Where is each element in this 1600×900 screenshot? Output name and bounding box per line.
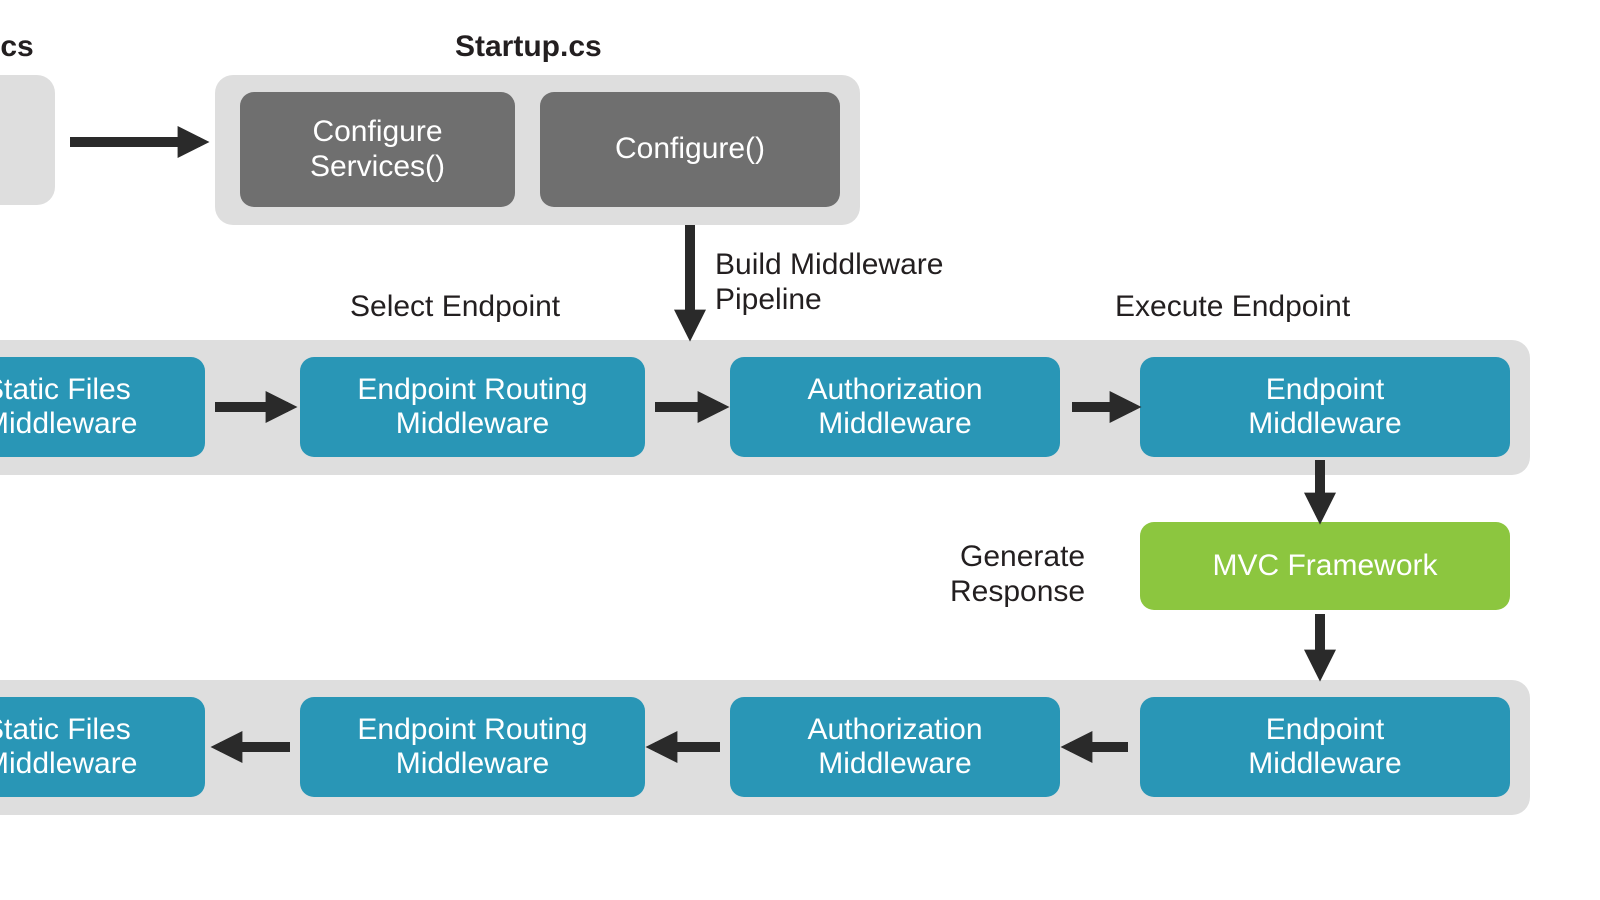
- node-n-mvc: MVC Framework: [1140, 522, 1510, 610]
- node-n-cfg: Configure(): [540, 92, 840, 207]
- label-l-program-cs: .cs: [0, 30, 34, 65]
- node-n-bwd-routing: Endpoint RoutingMiddleware: [300, 697, 645, 797]
- diagram-stage: ConfigureServices()Configure() Static Fil…: [0, 0, 1600, 900]
- label-l-build-mw: Build Middleware Pipeline: [715, 248, 943, 317]
- node-n-bwd-auth: AuthorizationMiddleware: [730, 697, 1060, 797]
- label-l-gen-resp: Generate Response: [950, 540, 1085, 609]
- node-n-bwd-static: Static FilesMiddleware: [0, 697, 205, 797]
- node-n-fwd-auth: AuthorizationMiddleware: [730, 357, 1060, 457]
- node-n-bwd-endpoint: EndpointMiddleware: [1140, 697, 1510, 797]
- container-c-program: [0, 75, 55, 205]
- label-l-execute-ep: Execute Endpoint: [1115, 290, 1350, 325]
- node-n-fwd-routing: Endpoint RoutingMiddleware: [300, 357, 645, 457]
- label-l-select-ep: Select Endpoint: [350, 290, 560, 325]
- node-n-cfg-services: ConfigureServices(): [240, 92, 515, 207]
- node-n-fwd-static: Static FilesMiddleware: [0, 357, 205, 457]
- label-l-startup-cs: Startup.cs: [455, 30, 602, 65]
- node-n-fwd-endpoint: EndpointMiddleware: [1140, 357, 1510, 457]
